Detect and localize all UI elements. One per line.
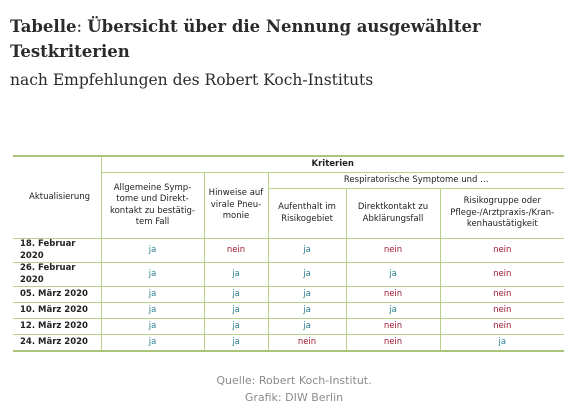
table-row: 26. Februar 2020 ja ja ja ja nein bbox=[13, 262, 564, 287]
row-date: 18. Februar 2020 bbox=[13, 238, 101, 263]
table-subtitle: nach Empfehlungen des Robert Koch-Instit… bbox=[10, 71, 374, 89]
title-text: Übersicht über die Nennung ausgewählter … bbox=[10, 17, 481, 61]
table-title: Tabelle: Übersicht über die Nennung ausg… bbox=[10, 14, 570, 64]
table-cell: nein bbox=[203, 238, 268, 263]
table-cell: ja bbox=[267, 318, 346, 335]
column-header: Hinweise auf virale Pneu- monie bbox=[203, 172, 268, 239]
table-cell: nein bbox=[439, 318, 564, 335]
table-cell: ja bbox=[100, 286, 204, 303]
table-cell: nein bbox=[267, 334, 346, 352]
table-cell: ja bbox=[203, 318, 268, 335]
table-cell: nein bbox=[439, 262, 564, 287]
column-header: Risikogruppe oder Pflege-/Arztpraxis-/Kr… bbox=[439, 188, 564, 239]
table-cell: nein bbox=[345, 286, 440, 303]
table-row: 24. März 2020 ja ja nein nein ja bbox=[13, 334, 564, 352]
table-cell: nein bbox=[439, 286, 564, 303]
criteria-table: Aktualisierung Kriterien Allgemeine Symp… bbox=[13, 155, 564, 352]
table-cell: ja bbox=[100, 302, 204, 319]
credit-text: Grafik: DIW Berlin bbox=[244, 391, 344, 404]
table-cell: ja bbox=[345, 302, 440, 319]
title-separator: : bbox=[76, 17, 88, 36]
header-respiratorische-symptome: Respiratorische Symptome und … bbox=[267, 172, 564, 189]
table-cell: nein bbox=[439, 302, 564, 319]
table-cell: nein bbox=[345, 334, 440, 352]
table-row: 12. März 2020 ja ja ja nein nein bbox=[13, 318, 564, 335]
source-text: Quelle: Robert Koch-Institut. bbox=[216, 374, 372, 387]
column-header: Aufenthalt im Risikogebiet bbox=[267, 188, 346, 239]
header-kriterien: Kriterien bbox=[100, 155, 564, 173]
table-cell: ja bbox=[100, 318, 204, 335]
table-cell: ja bbox=[203, 302, 268, 319]
table-cell: ja bbox=[100, 262, 204, 287]
table-cell: nein bbox=[345, 318, 440, 335]
table-cell: nein bbox=[439, 238, 564, 263]
row-date: 12. März 2020 bbox=[13, 318, 101, 335]
table-cell: ja bbox=[100, 334, 204, 352]
table-cell: ja bbox=[439, 334, 564, 352]
table-body: 18. Februar 2020 ja nein ja nein nein 26. Febr… bbox=[13, 238, 564, 352]
row-date: 10. März 2020 bbox=[13, 302, 101, 319]
table-cell: ja bbox=[345, 262, 440, 287]
table-cell: ja bbox=[267, 262, 346, 287]
column-header: Direktkontakt zu Abklärungsfall bbox=[345, 188, 440, 239]
table-cell: nein bbox=[345, 238, 440, 263]
table-cell: ja bbox=[267, 302, 346, 319]
table-row: 18. Februar 2020 ja nein ja nein nein bbox=[13, 238, 564, 263]
table-cell: ja bbox=[267, 286, 346, 303]
table-cell: ja bbox=[203, 334, 268, 352]
table-cell: ja bbox=[267, 238, 346, 263]
table-row: 10. März 2020 ja ja ja ja nein bbox=[13, 302, 564, 319]
header-aktualisierung: Aktualisierung bbox=[13, 155, 101, 239]
title-prefix: Tabelle bbox=[10, 17, 77, 36]
row-date: 05. März 2020 bbox=[13, 286, 101, 303]
table-cell: ja bbox=[203, 286, 268, 303]
row-date: 26. Februar 2020 bbox=[13, 262, 101, 287]
row-date: 24. März 2020 bbox=[13, 334, 101, 352]
source-note: Quelle: Robert Koch-Institut. Grafik: DI… bbox=[0, 372, 588, 406]
table-cell: ja bbox=[203, 262, 268, 287]
table-row: 05. März 2020 ja ja ja nein nein bbox=[13, 286, 564, 303]
column-header: Allgemeine Symp- tome und Direkt- kontak… bbox=[100, 172, 204, 239]
table-cell: ja bbox=[100, 238, 204, 263]
